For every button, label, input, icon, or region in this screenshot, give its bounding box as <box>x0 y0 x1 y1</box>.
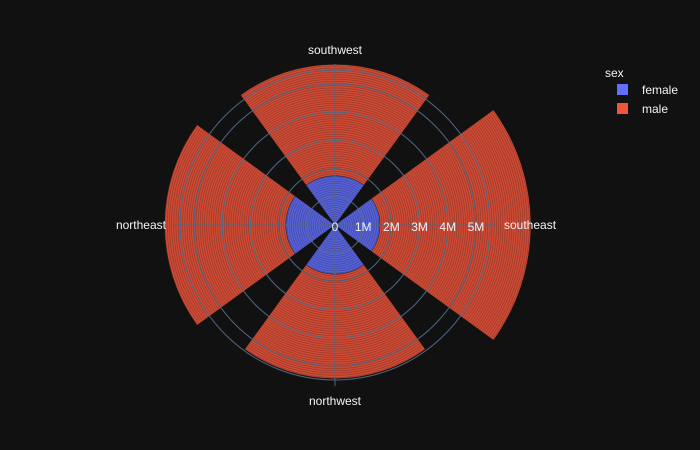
legend-label-female: female <box>642 83 678 97</box>
radial-tick-label-4M: 4M <box>439 220 456 234</box>
radial-tick-label-0: 0 <box>332 220 339 234</box>
radial-tick-label-1M: 1M <box>355 220 372 234</box>
legend-label-male: male <box>642 102 668 116</box>
angular-label-northwest: northwest <box>309 394 362 408</box>
radial-tick-label-3M: 3M <box>411 220 428 234</box>
radial-tick-label-5M: 5M <box>468 220 485 234</box>
bar-texture-male-southeast <box>492 110 530 340</box>
radial-tick-label-2M: 2M <box>383 220 400 234</box>
angular-label-southeast: southeast <box>504 218 557 232</box>
legend: sex female male <box>605 66 678 116</box>
legend-item-male[interactable]: male <box>617 102 668 116</box>
angular-label-southwest: southwest <box>308 43 363 57</box>
angular-label-northeast: northeast <box>116 218 167 232</box>
legend-item-female[interactable]: female <box>617 83 678 97</box>
polar-grid <box>174 64 496 386</box>
legend-swatch-female <box>617 84 628 95</box>
legend-swatch-male <box>617 103 628 114</box>
legend-title: sex <box>605 66 624 80</box>
axis-labels: southwest southeast northwest northeast 0 1M 2… <box>116 43 557 408</box>
